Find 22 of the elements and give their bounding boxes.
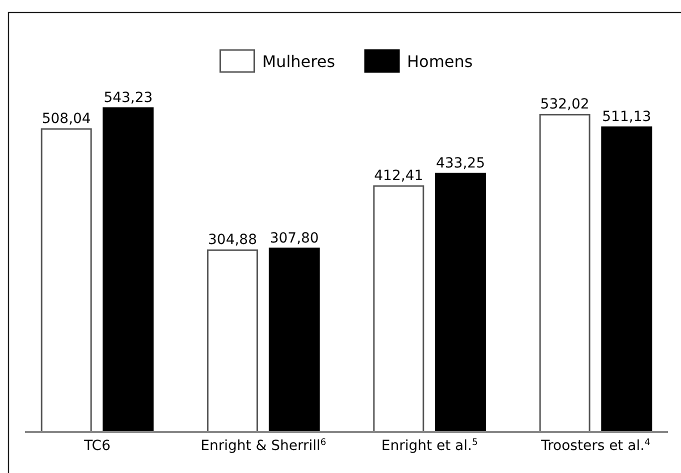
data-label: 508,04 bbox=[42, 110, 91, 127]
legend-label: Homens bbox=[407, 52, 473, 71]
data-label: 412,41 bbox=[374, 168, 424, 184]
data-label: 307,80 bbox=[270, 230, 319, 246]
bar bbox=[207, 249, 258, 433]
bar bbox=[268, 248, 320, 433]
bar bbox=[373, 185, 424, 433]
x-tick-label: Enright & Sherrill$^{6}$ bbox=[200, 438, 326, 454]
data-label: 532,02 bbox=[540, 96, 590, 113]
bar bbox=[601, 126, 652, 433]
bar bbox=[435, 172, 486, 433]
bar bbox=[40, 128, 92, 433]
legend-label: Mulheres bbox=[262, 52, 336, 71]
data-label: 511,13 bbox=[602, 109, 652, 126]
bar bbox=[539, 114, 590, 433]
data-label: 304,88 bbox=[208, 232, 258, 248]
data-label: 433,25 bbox=[436, 156, 485, 172]
bar bbox=[102, 107, 154, 433]
x-tick-label: TC6 bbox=[83, 438, 111, 454]
x-tick-label: Troosters et al.$^{4}$ bbox=[540, 438, 651, 454]
data-label: 543,23 bbox=[104, 90, 153, 106]
x-tick-label: Enright et al.$^{5}$ bbox=[381, 438, 478, 454]
